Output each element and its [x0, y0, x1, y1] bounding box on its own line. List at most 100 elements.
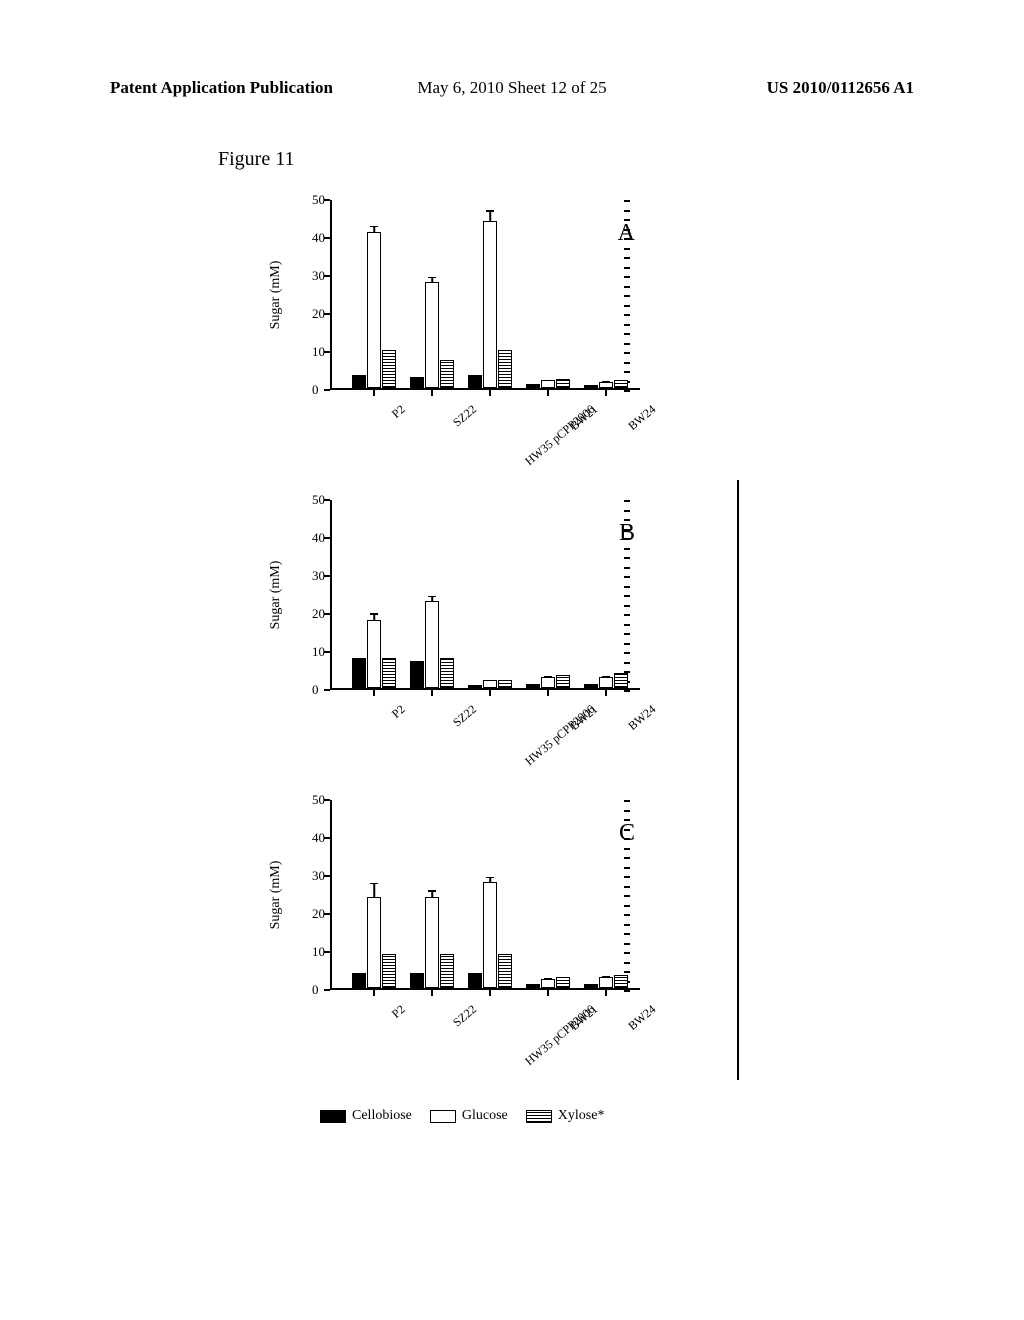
- legend-item-cellobiose: Cellobiose: [320, 1108, 412, 1124]
- bar-glucose: [599, 977, 613, 988]
- x-label: BW24: [625, 702, 659, 734]
- bar-glucose: [541, 979, 555, 989]
- bar-xylose: [440, 658, 454, 688]
- x-label: BW24: [625, 402, 659, 434]
- bar-xylose: [556, 675, 570, 688]
- x-label: BW21: [567, 702, 601, 734]
- bar-cellobiose: [584, 385, 598, 388]
- bar-xylose: [498, 350, 512, 388]
- right-tick: [624, 343, 630, 345]
- right-tick: [624, 595, 630, 597]
- right-tick: [624, 990, 630, 992]
- right-tick: [624, 586, 630, 588]
- bar-cellobiose: [352, 375, 366, 388]
- right-tick: [624, 248, 630, 250]
- bar-cellobiose: [526, 684, 540, 688]
- x-label: SZ22: [450, 1002, 480, 1030]
- bar-cellobiose: [584, 984, 598, 988]
- bar-group: [410, 601, 456, 688]
- right-tick: [624, 352, 630, 354]
- bar-cellobiose: [526, 384, 540, 388]
- x-tick: [373, 690, 375, 696]
- error-cap: [370, 226, 378, 228]
- bar-xylose: [614, 380, 628, 388]
- right-tick: [624, 690, 630, 692]
- bar-glucose: [599, 677, 613, 688]
- bar-cellobiose: [410, 377, 424, 388]
- bar-xylose: [556, 977, 570, 988]
- error-cap: [370, 883, 378, 885]
- x-tick: [489, 690, 491, 696]
- bar-group: [584, 673, 630, 688]
- bar-group: [410, 897, 456, 988]
- bar-glucose: [367, 232, 381, 388]
- y-axis-label: Sugar (mM): [268, 861, 284, 930]
- bar-cellobiose: [410, 973, 424, 988]
- bar-glucose: [425, 282, 439, 388]
- error-cap: [544, 676, 552, 678]
- bar-cellobiose: [352, 658, 366, 688]
- chart-panel-C: Sugar (mM)01020304050CP2SZ22HW35 pCPP200…: [260, 790, 660, 1090]
- bar-glucose: [541, 677, 555, 688]
- right-tick: [624, 624, 630, 626]
- bar-cellobiose: [352, 973, 366, 988]
- x-label: P2: [389, 402, 408, 422]
- x-tick: [547, 990, 549, 996]
- x-tick: [605, 690, 607, 696]
- y-axis-label: Sugar (mM): [268, 561, 284, 630]
- right-tick: [624, 971, 630, 973]
- right-tick: [624, 848, 630, 850]
- error-cap: [544, 380, 552, 382]
- bar-glucose: [483, 882, 497, 988]
- bar-glucose: [483, 221, 497, 388]
- right-rule: [737, 480, 739, 1080]
- header-mid: May 6, 2010 Sheet 12 of 25: [417, 78, 606, 98]
- right-tick: [624, 390, 630, 392]
- right-tick: [624, 510, 630, 512]
- plot-area: [330, 800, 640, 990]
- panel-letter: B: [619, 520, 635, 547]
- figure-label: Figure 11: [218, 148, 294, 171]
- x-tick: [373, 390, 375, 396]
- right-tick: [624, 257, 630, 259]
- right-tick: [624, 276, 630, 278]
- bar-cellobiose: [584, 684, 598, 688]
- right-tick: [624, 857, 630, 859]
- x-label: BW21: [567, 402, 601, 434]
- bar-xylose: [556, 379, 570, 389]
- error-cap: [428, 596, 436, 598]
- right-tick: [624, 643, 630, 645]
- right-tick: [624, 962, 630, 964]
- x-label: BW21: [567, 1002, 601, 1034]
- right-tick: [624, 286, 630, 288]
- error-cap: [486, 680, 494, 682]
- bar-group: [526, 675, 572, 688]
- panel-letter: A: [618, 220, 635, 247]
- bar-group: [526, 379, 572, 389]
- x-tick: [605, 390, 607, 396]
- bar-group: [584, 380, 630, 388]
- plot-area: [330, 200, 640, 390]
- bar-glucose: [367, 620, 381, 688]
- right-tick: [624, 305, 630, 307]
- x-tick: [547, 690, 549, 696]
- plot-area: [330, 500, 640, 690]
- header-left: Patent Application Publication: [110, 78, 333, 98]
- right-tick: [624, 500, 630, 502]
- right-tick: [624, 362, 630, 364]
- error-cap: [602, 381, 610, 383]
- legend-swatch-cellobiose: [320, 1110, 346, 1123]
- x-label: SZ22: [450, 402, 480, 430]
- error-bar: [373, 883, 375, 898]
- header-right: US 2010/0112656 A1: [767, 78, 914, 98]
- bar-group: [584, 975, 630, 988]
- bar-cellobiose: [468, 375, 482, 388]
- bar-cellobiose: [410, 661, 424, 688]
- right-tick: [624, 876, 630, 878]
- right-tick: [624, 662, 630, 664]
- bar-xylose: [614, 673, 628, 688]
- right-tick: [624, 614, 630, 616]
- right-tick: [624, 605, 630, 607]
- right-tick: [624, 576, 630, 578]
- chart-panel-A: Sugar (mM)01020304050AP2SZ22HW35 pCPP200…: [260, 190, 660, 490]
